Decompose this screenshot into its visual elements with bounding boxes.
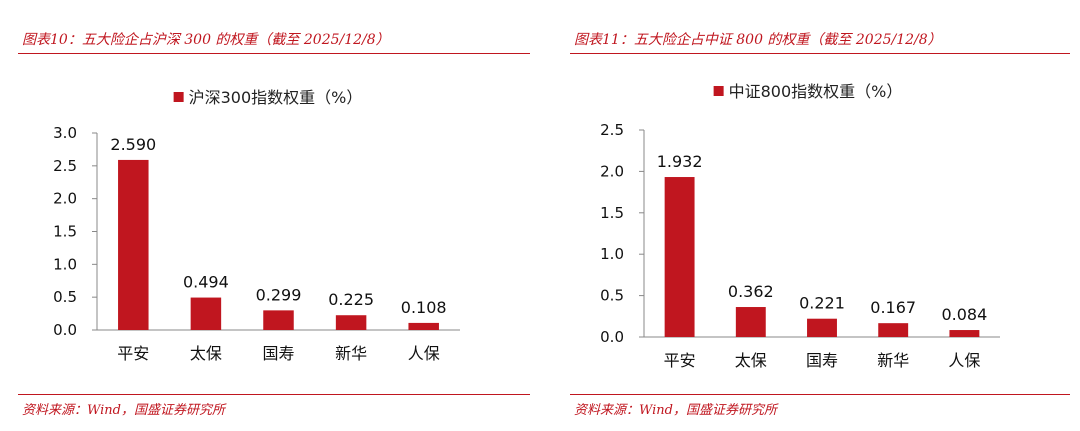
data-label: 0.362 — [728, 282, 774, 301]
bar-chart: 沪深300指数权重（%） 0.0 0.5 1.0 1.5 2.0 2.5 3.0 2.590 平安… — [53, 88, 460, 363]
caption-divider — [570, 53, 1070, 54]
source-divider — [570, 394, 1070, 395]
bar — [735, 307, 766, 337]
legend: 沪深300指数权重（%） — [173, 88, 363, 107]
bar — [949, 330, 980, 337]
legend-label: 中证800指数权重（%） — [729, 82, 903, 101]
bar — [118, 159, 149, 330]
y-tick-label: 0.0 — [53, 321, 77, 339]
y-tick-label: 2.0 — [53, 190, 77, 208]
x-tick-label: 平安 — [117, 344, 149, 363]
y-tick-label: 1.0 — [53, 255, 77, 273]
y-tick-label: 2.5 — [600, 121, 624, 139]
legend-swatch — [713, 86, 724, 96]
data-label: 0.167 — [870, 298, 916, 317]
source-note: 资料来源：Wind，国盛证券研究所 — [574, 403, 777, 418]
y-tick-label: 1.5 — [53, 223, 77, 241]
figure-caption: 图表11：五大险企占中证 800 的权重（截至 2025/12/8） — [574, 32, 942, 48]
y-tick-label: 1.0 — [600, 245, 624, 263]
bar — [878, 323, 909, 337]
source-divider — [18, 394, 530, 395]
legend-label: 沪深300指数权重（%） — [189, 88, 363, 107]
data-label: 0.084 — [941, 305, 987, 324]
x-tick-label: 太保 — [190, 344, 222, 363]
x-tick-label: 人保 — [948, 351, 980, 370]
y-tick-label: 0.0 — [600, 328, 624, 346]
x-tick-label: 国寿 — [262, 344, 294, 363]
x-tick-label: 太保 — [735, 351, 767, 370]
y-tick-label: 2.5 — [53, 157, 77, 175]
bar — [408, 322, 439, 330]
y-tick-label: 3.0 — [53, 124, 77, 142]
bar — [664, 177, 695, 337]
legend: 中证800指数权重（%） — [713, 82, 903, 101]
figure-caption: 图表10：五大险企占沪深 300 的权重（截至 2025/12/8） — [22, 32, 390, 48]
data-label: 0.225 — [328, 290, 374, 309]
x-tick-label: 平安 — [664, 351, 696, 370]
source-note: 资料来源：Wind，国盛证券研究所 — [22, 403, 225, 418]
y-tick-label: 0.5 — [600, 287, 624, 305]
legend-swatch — [173, 92, 184, 102]
data-label: 1.932 — [657, 152, 703, 171]
chart-panel-left: 图表10：五大险企占沪深 300 的权重（截至 2025/12/8） 沪深300… — [18, 32, 530, 418]
bar-chart: 中证800指数权重（%） 0.0 0.5 1.0 1.5 2.0 2.5 1.932 平安 0.3… — [600, 82, 1000, 370]
data-label: 0.299 — [256, 285, 302, 304]
chart-panel-right: 图表11：五大险企占中证 800 的权重（截至 2025/12/8） 中证800… — [552, 0, 1080, 431]
data-label: 0.221 — [799, 294, 845, 313]
y-tick-label: 1.5 — [600, 204, 624, 222]
bar — [807, 318, 837, 337]
bar — [190, 297, 222, 330]
x-tick-label: 新华 — [877, 351, 909, 370]
data-label: 0.494 — [183, 273, 229, 292]
y-tick-label: 2.0 — [600, 162, 624, 180]
data-label: 2.590 — [110, 135, 156, 154]
y-tick-label: 0.5 — [53, 288, 77, 306]
bar — [335, 315, 367, 330]
caption-divider — [18, 53, 530, 54]
x-tick-label: 人保 — [408, 344, 440, 363]
x-tick-label: 国寿 — [806, 351, 838, 370]
data-label: 0.108 — [401, 298, 447, 317]
x-tick-label: 新华 — [335, 344, 367, 363]
bar — [263, 310, 294, 330]
